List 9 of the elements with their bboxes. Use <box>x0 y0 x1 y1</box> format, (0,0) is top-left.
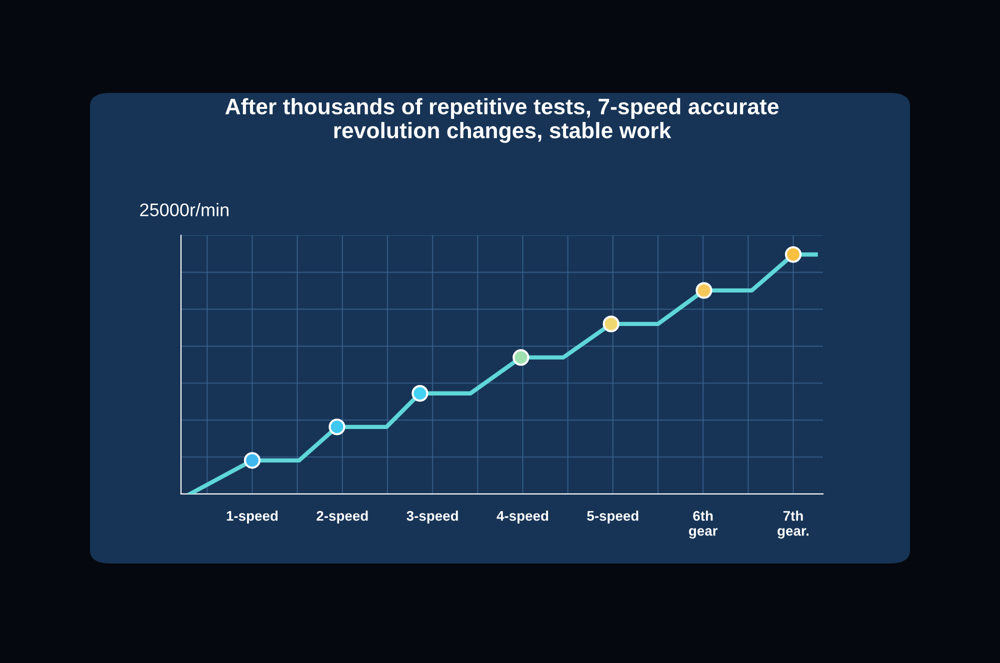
x-tick-label: 4-speed <box>496 510 548 524</box>
chart-title: After thousands of repetitive tests, 7-speed accurate revolution changes, stable work <box>225 98 779 143</box>
x-tick-label: 3-speed <box>406 510 458 524</box>
x-tick-label: 5-speed <box>587 510 638 524</box>
x-tick-label: 1-speed <box>226 510 278 524</box>
y-axis-title: 25000r/min <box>140 203 228 216</box>
x-tick-label: 7th gear. <box>778 510 809 539</box>
x-tick-label: 6th gear <box>688 510 718 539</box>
x-tick-label: 2-speed <box>316 510 368 524</box>
